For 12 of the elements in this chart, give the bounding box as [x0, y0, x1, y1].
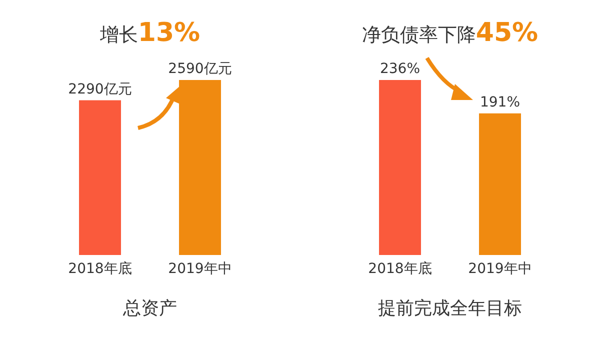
data-label: 2590亿元	[168, 61, 232, 77]
x-tick-label: 2019年中	[468, 260, 532, 277]
data-label: 2290亿元	[68, 81, 132, 98]
x-axis-title: 提前完成全年目标	[377, 297, 523, 320]
x-tick-label: 2018年底	[368, 260, 432, 277]
data-label: 236%	[380, 61, 420, 77]
x-axis-title: 总资产	[122, 297, 178, 320]
x-tick-label: 2019年中	[168, 260, 232, 277]
chart-title: 净负债率下降45%	[362, 18, 538, 48]
chart-title: 增长13%	[100, 18, 200, 48]
data-label: 191%	[480, 94, 520, 110]
x-tick-label: 2018年底	[68, 260, 132, 277]
